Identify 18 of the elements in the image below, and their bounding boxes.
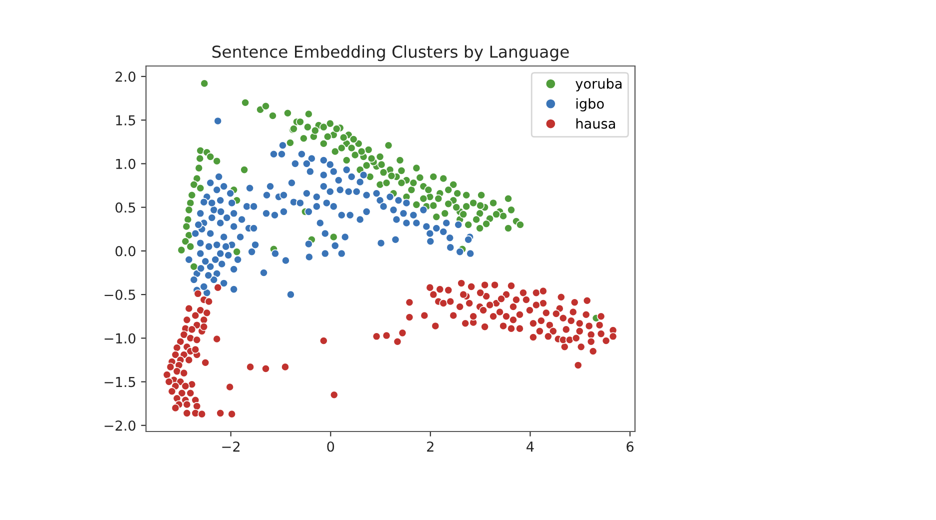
y-tick-label: −0.5 xyxy=(104,290,136,300)
y-tick-label: 1.5 xyxy=(116,115,136,126)
y-tick-label: −1.5 xyxy=(104,377,136,388)
x-tick-label: 6 xyxy=(626,441,634,452)
y-tick-label: −2.0 xyxy=(104,420,136,431)
legend-label: igbo xyxy=(576,98,604,112)
x-tick-label: 0 xyxy=(327,441,334,452)
x-tick-label: 2 xyxy=(427,441,434,452)
y-tick-label: 0.0 xyxy=(116,246,136,256)
chart-title: Sentence Embedding Clusters by Language xyxy=(212,45,569,62)
legend-label: hausa xyxy=(576,118,615,129)
legend-label: yoruba xyxy=(576,78,622,92)
y-tick-label: 0.5 xyxy=(116,202,136,213)
x-tick-label: 4 xyxy=(526,442,534,452)
x-tick-label: −2 xyxy=(222,441,240,452)
y-tick-label: −1.0 xyxy=(104,333,136,344)
y-tick-label: 2.0 xyxy=(116,72,136,82)
y-tick-label: 1.0 xyxy=(116,158,136,170)
